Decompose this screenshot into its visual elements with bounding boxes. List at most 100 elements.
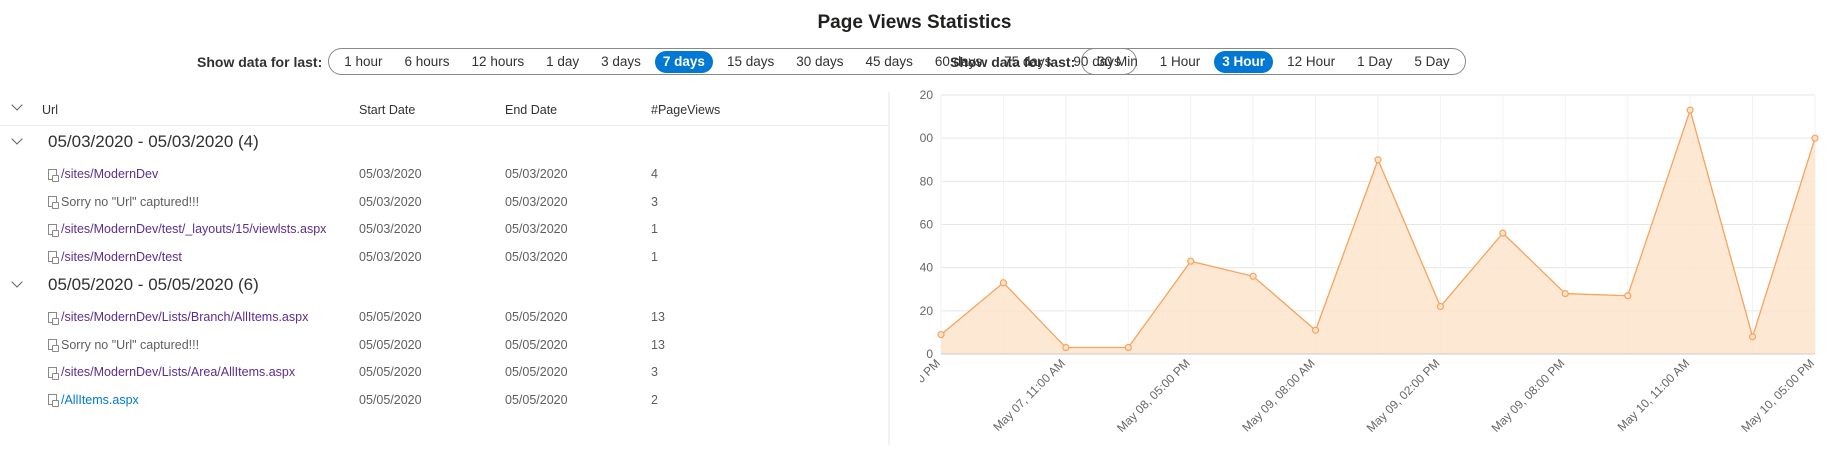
- y-tick-label: 80: [920, 174, 933, 188]
- filter-option-15-days[interactable]: 15 days: [719, 51, 782, 73]
- start-date-cell: 05/03/2020: [359, 222, 422, 236]
- table-header: Url Start Date End Date #PageViews: [0, 92, 890, 126]
- filter-option-1-day[interactable]: 1 day: [538, 51, 587, 73]
- end-date-cell: 05/05/2020: [505, 310, 568, 324]
- x-tick-label: May 09, 02:00 PM: [1364, 356, 1443, 435]
- y-tick-label: 120: [920, 88, 933, 102]
- data-point[interactable]: [938, 332, 944, 338]
- table-scrollbar[interactable]: [888, 92, 890, 445]
- page-file-icon: [48, 339, 57, 350]
- end-date-cell: 05/05/2020: [505, 365, 568, 379]
- url-link[interactable]: /sites/ModernDev/Lists/Area/AllItems.asp…: [61, 365, 295, 379]
- filter-option-6-hours[interactable]: 6 hours: [397, 51, 458, 73]
- url-link[interactable]: /sites/ModernDev/Lists/Branch/AllItems.a…: [61, 310, 308, 324]
- url-link[interactable]: /sites/ModernDev/test: [61, 250, 182, 264]
- hour-filter-option-1-hour[interactable]: 1 Hour: [1152, 51, 1209, 73]
- hour-filter-option-30-min[interactable]: 30 Min: [1089, 51, 1146, 73]
- x-tick-label: May 03, 08:00 PM: [920, 356, 943, 435]
- end-date-cell: 05/05/2020: [505, 393, 568, 407]
- pageviews-cell: 13: [651, 310, 665, 324]
- hour-filter-option-3-hour[interactable]: 3 Hour: [1214, 51, 1273, 73]
- group-header[interactable]: 05/03/2020 - 05/03/2020 (4): [0, 125, 890, 159]
- page-file-icon: [48, 196, 57, 207]
- url-cell: /AllItems.aspx: [48, 393, 139, 407]
- pageviews-cell: 4: [651, 167, 658, 181]
- data-point[interactable]: [1625, 293, 1631, 299]
- start-date-cell: 05/05/2020: [359, 310, 422, 324]
- url-link[interactable]: /sites/ModernDev: [61, 167, 158, 181]
- start-date-cell: 05/05/2020: [359, 338, 422, 352]
- data-point[interactable]: [1812, 135, 1818, 141]
- group-collapse-chevron-icon[interactable]: [11, 133, 22, 144]
- end-date-cell: 05/03/2020: [505, 167, 568, 181]
- filter-option-45-days[interactable]: 45 days: [858, 51, 921, 73]
- group-header[interactable]: 05/05/2020 - 05/05/2020 (6): [0, 268, 890, 302]
- hour-filter-option-12-hour[interactable]: 12 Hour: [1279, 51, 1343, 73]
- data-point[interactable]: [1750, 334, 1756, 340]
- page-file-icon: [48, 312, 57, 323]
- hours-filter: Show data for last: 30 Min 1 Hour 3 Hour 12…: [950, 47, 1466, 76]
- data-point[interactable]: [1063, 345, 1069, 351]
- y-tick-label: 40: [920, 261, 933, 275]
- data-point[interactable]: [1687, 107, 1693, 113]
- x-tick-label: May 07, 11:00 AM: [990, 356, 1068, 434]
- url-cell: Sorry no "Url" captured!!!: [48, 195, 199, 209]
- data-point[interactable]: [1250, 273, 1256, 279]
- column-header-end-date[interactable]: End Date: [505, 103, 557, 117]
- pageviews-cell: 1: [651, 250, 658, 264]
- x-tick-label: May 10, 11:00 AM: [1615, 356, 1693, 434]
- filter-option-7-days[interactable]: 7 days: [655, 51, 713, 73]
- x-tick-label: May 09, 08:00 PM: [1489, 356, 1568, 435]
- start-date-cell: 05/05/2020: [359, 365, 422, 379]
- group-label: 05/03/2020 - 05/03/2020 (4): [48, 132, 259, 152]
- page-file-icon: [48, 394, 57, 405]
- x-tick-label: May 08, 05:00 PM: [1114, 356, 1193, 435]
- hours-filter-options: 30 Min 1 Hour 3 Hour 12 Hour 1 Day 5 Day: [1081, 48, 1465, 75]
- data-point[interactable]: [1562, 291, 1568, 297]
- filter-option-30-days[interactable]: 30 days: [788, 51, 851, 73]
- data-point[interactable]: [1375, 157, 1381, 163]
- data-point[interactable]: [1313, 327, 1319, 333]
- table-row[interactable]: /AllItems.aspx 05/05/2020 05/05/2020 2: [0, 384, 890, 416]
- url-cell: /sites/ModernDev/Lists/Area/AllItems.asp…: [48, 365, 295, 379]
- pageviews-cell: 1: [651, 222, 658, 236]
- url-link[interactable]: /AllItems.aspx: [61, 393, 139, 407]
- x-tick-label: May 10, 05:00 PM: [1738, 356, 1817, 435]
- hour-filter-option-1-day[interactable]: 1 Day: [1349, 51, 1400, 73]
- url-cell: /sites/ModernDev: [48, 167, 158, 181]
- column-header-url[interactable]: Url: [42, 103, 58, 117]
- page-file-icon: [48, 251, 57, 262]
- start-date-cell: 05/05/2020: [359, 393, 422, 407]
- data-point[interactable]: [1188, 258, 1194, 264]
- page-file-icon: [48, 169, 57, 180]
- data-point[interactable]: [1125, 345, 1131, 351]
- filter-option-3-days[interactable]: 3 days: [593, 51, 649, 73]
- data-point[interactable]: [1000, 280, 1006, 286]
- collapse-all-chevron-icon[interactable]: [11, 99, 22, 110]
- url-cell: /sites/ModernDev/test/_layouts/15/viewls…: [48, 222, 326, 236]
- page-views-table: Url Start Date End Date #PageViews 05/03…: [0, 92, 890, 445]
- pageviews-cell: 3: [651, 195, 658, 209]
- start-date-cell: 05/03/2020: [359, 250, 422, 264]
- hour-filter-option-5-day[interactable]: 5 Day: [1406, 51, 1457, 73]
- url-link[interactable]: /sites/ModernDev/test/_layouts/15/viewls…: [61, 222, 326, 236]
- group-collapse-chevron-icon[interactable]: [11, 276, 22, 287]
- group-label: 05/05/2020 - 05/05/2020 (6): [48, 275, 259, 295]
- column-header-start-date[interactable]: Start Date: [359, 103, 415, 117]
- y-tick-label: 100: [920, 131, 933, 145]
- hours-filter-label: Show data for last:: [950, 54, 1075, 70]
- column-header-pageviews[interactable]: #PageViews: [651, 103, 720, 117]
- data-point[interactable]: [1500, 230, 1506, 236]
- page-file-icon: [48, 224, 57, 235]
- page-views-chart: 0 20 40 60 80 100 120 May 03, 08:00 PM May 07, 1…: [920, 88, 1825, 473]
- url-text: Sorry no "Url" captured!!!: [61, 195, 199, 209]
- data-point[interactable]: [1437, 304, 1443, 310]
- filter-option-1-hour[interactable]: 1 hour: [336, 51, 390, 73]
- end-date-cell: 05/03/2020: [505, 250, 568, 264]
- url-cell: Sorry no "Url" captured!!!: [48, 338, 199, 352]
- start-date-cell: 05/03/2020: [359, 167, 422, 181]
- end-date-cell: 05/03/2020: [505, 222, 568, 236]
- url-text: Sorry no "Url" captured!!!: [61, 338, 199, 352]
- filter-option-12-hours[interactable]: 12 hours: [464, 51, 533, 73]
- end-date-cell: 05/03/2020: [505, 195, 568, 209]
